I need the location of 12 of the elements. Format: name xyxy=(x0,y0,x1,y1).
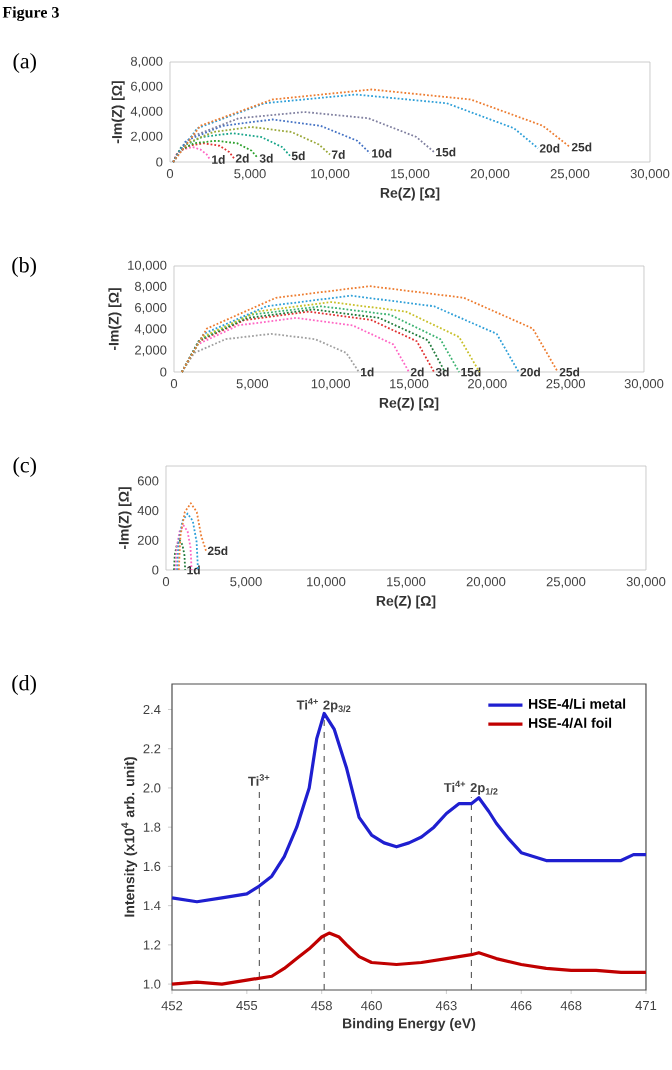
line-series xyxy=(180,285,559,373)
chart-title: (a) xyxy=(13,53,36,74)
line-series xyxy=(177,502,207,571)
line-series xyxy=(173,539,187,571)
line-series xyxy=(176,512,199,571)
line-series xyxy=(170,931,648,986)
chart-title: (d) xyxy=(12,675,36,695)
line-series xyxy=(172,142,235,163)
line-series xyxy=(172,146,211,163)
caption: Figure 3 xyxy=(2,6,59,22)
chart-title: (b) xyxy=(12,257,36,277)
chart-title: (c) xyxy=(13,457,36,478)
